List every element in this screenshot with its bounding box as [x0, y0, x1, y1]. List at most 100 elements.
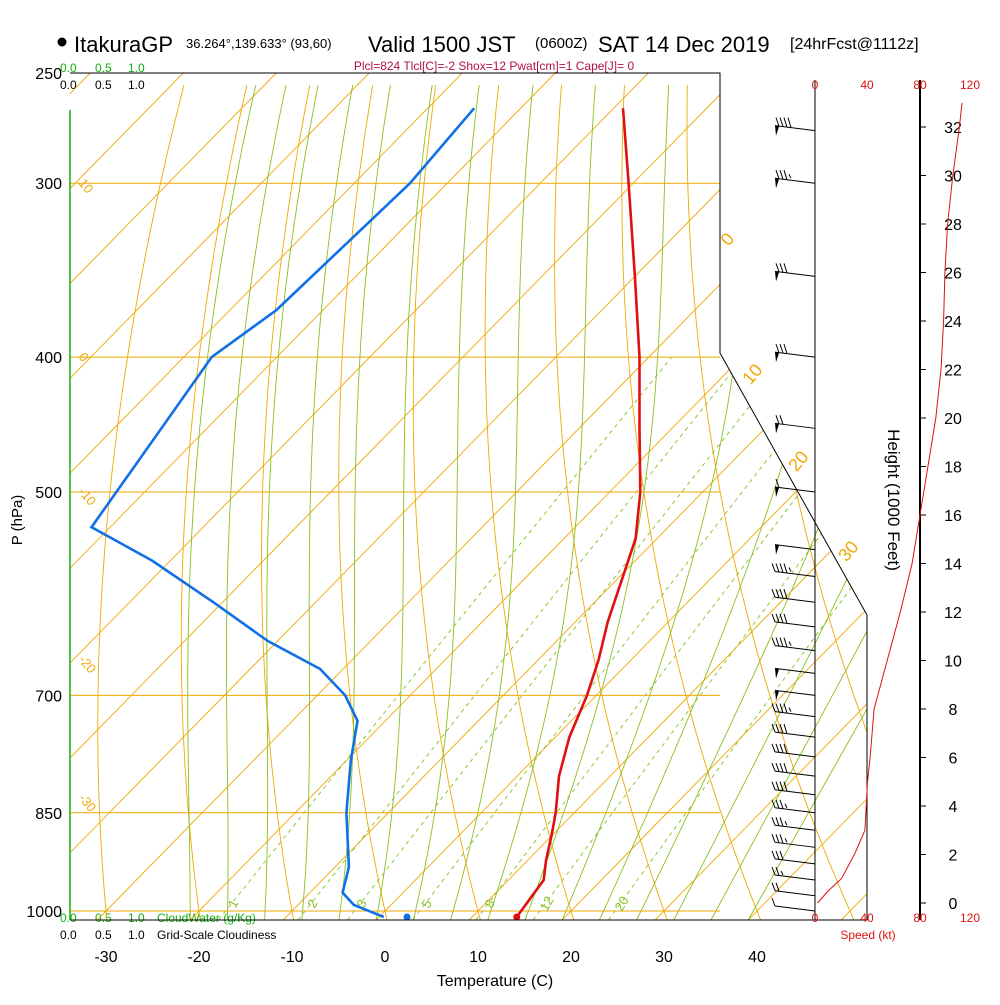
wind-barb-flag	[771, 613, 776, 623]
station-name: ItakuraGP	[74, 32, 173, 57]
wind-barb-flag	[783, 343, 788, 354]
isotherm-line	[561, 73, 867, 920]
wind-barb	[771, 834, 816, 848]
wind-barb-pennant	[775, 125, 779, 136]
temp-tick-label: -10	[280, 949, 303, 966]
surface-temp-dot	[513, 913, 521, 920]
wind-barb	[771, 882, 816, 897]
moist-adiabat-line	[710, 84, 867, 920]
wind-barb-shaft	[774, 596, 816, 603]
wind-barb-flag	[775, 117, 780, 127]
height-tick-label: 24	[944, 314, 962, 331]
wind-barb-flag	[771, 850, 776, 860]
dry-adiabat-label: 10	[738, 360, 766, 388]
cw-tick-bottom-1: 0.5	[95, 911, 112, 925]
wind-barb-flag	[779, 743, 784, 754]
wind-barb-flag	[783, 703, 788, 714]
wind-barb	[774, 343, 816, 363]
wind-barb-flag	[783, 170, 788, 180]
cloud-tick-bottom-0: 0.0	[60, 928, 77, 942]
wind-barb-shaft	[774, 711, 816, 718]
wind-barb-shaft	[774, 125, 816, 132]
height-tick-label: 20	[944, 411, 962, 428]
isotherm-line	[189, 73, 867, 920]
wind-barb	[774, 544, 816, 555]
speed-tick-top: 0	[812, 78, 819, 92]
station-coords: 36.264°,139.633° (93,60)	[186, 36, 332, 51]
valid-date: SAT 14 Dec 2019	[598, 32, 770, 57]
wind-barb-flag	[771, 589, 776, 598]
isotherm-edge-label: 10	[76, 175, 97, 196]
dry-adiabat-line	[621, 84, 762, 920]
height-tick-label: 12	[944, 605, 962, 622]
wind-barb-shaft	[774, 824, 816, 831]
dry-adiabat-line	[939, 85, 1000, 920]
moist-adiabat-line	[747, 84, 867, 920]
forecast-info: [24hrFcst@1112z]	[790, 36, 919, 53]
wind-barb-flag	[779, 343, 784, 354]
wind-barb	[771, 897, 816, 912]
speed-axis-title: Speed (kt)	[840, 928, 895, 942]
wind-barb-half	[788, 707, 792, 712]
wind-barb-flag	[771, 882, 776, 891]
height-tick-label: 18	[944, 460, 962, 477]
wind-barb-pennant	[775, 271, 779, 282]
utc-time: (0600Z)	[535, 35, 588, 52]
speed-tick-top: 40	[860, 78, 874, 92]
wind-barb-flag	[783, 613, 788, 624]
wind-barb-flag	[775, 882, 780, 892]
isotherm-line	[70, 73, 463, 920]
temp-tick-label: 40	[748, 949, 766, 966]
wind-barb-flag	[783, 781, 788, 792]
wind-barb-flag	[783, 762, 788, 773]
height-tick-label: 22	[944, 363, 962, 380]
moist-adiabat-line	[450, 84, 534, 920]
wind-barb-shaft	[774, 689, 816, 696]
height-tick-label: 28	[944, 217, 962, 234]
wind-barb-shaft	[774, 270, 816, 277]
height-tick-label: 0	[949, 896, 958, 913]
height-tick-label: 32	[944, 120, 962, 137]
wind-barb-flag	[779, 637, 784, 647]
moist-adiabat-line	[524, 84, 670, 920]
cw-tick-top-1: 0.5	[95, 61, 112, 75]
isotherm-line	[70, 73, 277, 920]
moist-adiabat-line	[561, 84, 756, 920]
wind-barb-shaft	[774, 544, 816, 551]
wind-barb-flag	[771, 799, 776, 808]
wind-barb-flag	[771, 563, 776, 572]
dry-adiabat-line	[686, 84, 855, 920]
skewt-grid	[70, 73, 1000, 920]
wind-barb-half	[784, 838, 788, 843]
wind-speed-curve	[817, 102, 963, 904]
isotherm-line	[654, 73, 867, 920]
moist-adiabat-line	[673, 84, 867, 920]
moist-adiabat-line	[187, 84, 257, 920]
dry-adiabat-label: 30	[834, 537, 862, 565]
wind-barb-flag	[771, 723, 776, 733]
moist-adiabat-line	[375, 84, 433, 920]
isotherm-line	[70, 73, 742, 920]
cw-tick-bottom-0: 0.0	[60, 911, 77, 925]
wind-barb	[771, 799, 816, 814]
mixing-ratio-label: 2	[304, 897, 321, 911]
pressure-tick-label: 1000	[26, 904, 62, 921]
x-axis-title: Temperature (C)	[437, 973, 553, 990]
y-axis-title: P (hPa)	[9, 495, 26, 546]
pressure-tick-label: 250	[35, 66, 62, 83]
speed-tick-top: 80	[913, 78, 927, 92]
wind-barb	[771, 703, 816, 718]
wind-barb-flag	[779, 263, 784, 273]
moist-adiabat-line	[636, 84, 867, 920]
wind-barb-pennant	[775, 544, 779, 555]
moist-adiabat-line	[226, 84, 287, 920]
wind-barb-shaft	[774, 905, 816, 912]
wind-barb-flag	[783, 263, 788, 274]
wind-barb-flag	[775, 781, 780, 791]
mixing-ratio-label: 20	[611, 894, 631, 914]
bottom-cw-ticks: 0.0 0.5 1.0 CloudWater (g/Kg) 0.0 0.5 1.…	[60, 911, 276, 942]
wind-barb-flag	[779, 762, 784, 773]
cloud-tick-top-1: 0.5	[95, 78, 112, 92]
